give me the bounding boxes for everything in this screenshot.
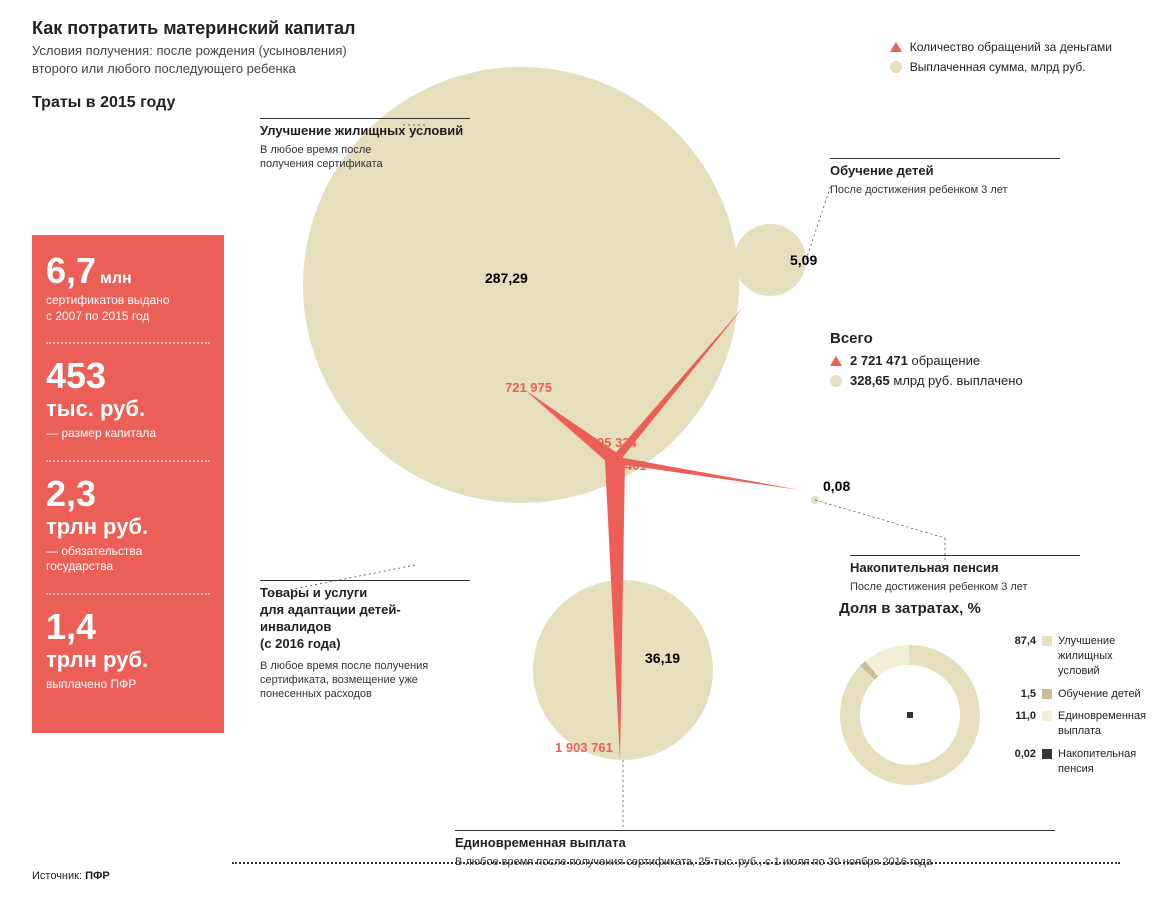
goods-sub: В любое время после получениясертификата… [260,659,470,702]
source-label: Источник: [32,870,82,882]
totals-amount: 328,65 [850,373,890,388]
fig-b-value: 453 [46,355,106,396]
fig-b-desc: — размер капитала [46,426,210,442]
bubble-education-claims: 95 334 [597,435,637,450]
donut-pct: 87,4 [1008,634,1036,679]
footer-divider [232,862,1120,864]
callout-housing-sub: В любое время послеполучения сертификата [260,143,470,172]
fig-a-value: 6,7 [46,250,96,291]
donut-legend: 87,4 Улучшениежилищныхусловий 1,5 Обучени… [1008,634,1148,785]
totals-title: Всего [830,330,1023,347]
donut-label: Улучшениежилищныхусловий [1058,634,1115,679]
callout-housing-title: Улучшение жилищных условий [260,123,470,140]
donut-pct: 11,0 [1008,709,1036,739]
totals-claims-suffix: обращение [911,353,980,368]
donut-legend-row: 1,5 Обучение детей [1008,687,1148,702]
callout-pension-sub: После достижения ребенком 3 лет [850,580,1080,594]
source-line: Источник: ПФР [32,870,110,882]
fig-d-unit: трлн руб. [46,647,210,673]
goods-title-l3: (с 2016 года) [260,636,341,651]
donut-legend-row: 87,4 Улучшениежилищныхусловий [1008,634,1148,679]
bubble-housing-claims: 721 975 [505,380,552,395]
source-value: ПФР [85,870,110,882]
donut-chart-area: Доля в затратах, % [830,600,1000,800]
donut-label: Единовременнаявыплата [1058,709,1146,739]
callout-education: Обучение детей После достижения ребенком… [830,158,1060,197]
goods-title-l1: Товары и услуги [260,585,367,600]
bubble-pension-amount: 0,08 [823,478,850,494]
callout-education-sub: После достижения ребенком 3 лет [830,183,1060,197]
fig-d-desc: выплачено ПФР [46,677,210,693]
totals-amount-suffix: млрд руб. выплачено [893,373,1022,388]
swatch-icon [1042,689,1052,699]
donut-legend-row: 11,0 Единовременнаявыплата [1008,709,1148,739]
donut-title: Доля в затратах, % [830,600,990,617]
fig-c-value: 2,3 [46,473,96,514]
donut-chart [830,625,1000,795]
totals-claims: 2 721 471 [850,353,908,368]
legend-label-claims: Количество обращений за деньгами [910,40,1112,54]
triangle-icon [830,356,842,366]
fig-a-unit: млн [100,270,132,287]
bubble-lump-amount: 36,19 [645,650,680,666]
callout-education-title: Обучение детей [830,163,1060,180]
callout-goods: Товары и услуги для адаптации детей-инва… [260,580,470,701]
bubble-housing-amount: 287,29 [485,270,528,286]
totals-block: Всего 2 721 471 обращение 328,65 млрд ру… [830,330,1023,393]
fig-c-unit: трлн руб. [46,514,210,540]
fig-d-value: 1,4 [46,606,96,647]
section-title: Траты в 2015 году [32,94,175,112]
donut-label: Обучение детей [1058,687,1141,702]
bubble-lump-claims: 1 903 761 [555,740,613,755]
callout-pension: Накопительная пенсия После достижения ре… [850,555,1080,594]
swatch-icon [1042,711,1052,721]
callout-housing: Улучшение жилищных условий В любое время… [260,118,470,171]
donut-pct: 1,5 [1008,687,1036,702]
key-figures-panel: 6,7млн сертификатов выданос 2007 по 2015… [32,235,224,733]
donut-label: Накопительнаяпенсия [1058,747,1136,777]
fig-b-unit: тыс. руб. [46,396,210,422]
bubble-education-amount: 5,09 [790,252,817,268]
triangle-icon [890,42,902,52]
callout-lump-title: Единовременная выплата [455,835,1055,852]
swatch-icon [1042,749,1052,759]
swatch-icon [1042,636,1052,646]
page-title: Как потратить материнский капитал [32,18,355,39]
callout-pension-title: Накопительная пенсия [850,560,1080,577]
circle-icon [830,375,842,387]
donut-legend-row: 0,02 Накопительнаяпенсия [1008,747,1148,777]
donut-pct: 0,02 [1008,747,1036,777]
goods-title-l2: для адаптации детей-инвалидов [260,602,401,634]
bubble-pension-claims: 401 [625,458,647,473]
fig-c-desc: — обязательствагосударства [46,544,210,575]
fig-a-desc: сертификатов выданос 2007 по 2015 год [46,293,210,324]
